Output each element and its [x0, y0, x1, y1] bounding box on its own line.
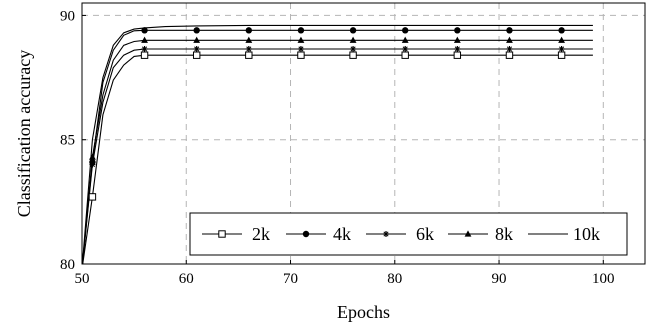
legend-marker — [302, 230, 310, 238]
legend-label: 4k — [333, 224, 351, 244]
data-point-8k — [558, 36, 565, 43]
data-point-8k — [141, 36, 148, 43]
data-point-4k — [141, 27, 148, 34]
series-line-10k — [82, 24, 593, 264]
data-point-8k — [401, 36, 409, 43]
x-axis-label: Epochs — [337, 302, 390, 322]
data-point-6k — [141, 45, 148, 52]
y-axis-label: Classification accuracy — [14, 50, 34, 217]
data-point-2k — [505, 51, 514, 59]
legend-item-6k: 6k — [366, 224, 434, 244]
plot-area-frame — [81, 2, 646, 265]
data-point-8k — [89, 153, 96, 160]
y-tick-label: 80 — [60, 257, 75, 273]
series-markers — [88, 27, 566, 201]
data-point-2k — [245, 51, 253, 59]
series-lines — [82, 24, 593, 264]
x-tick-label: 50 — [75, 271, 90, 287]
data-point-8k — [453, 36, 461, 43]
y-tick-label: 90 — [60, 8, 75, 24]
data-point-6k — [297, 45, 304, 52]
data-point-6k — [89, 161, 96, 168]
x-tick-label: 60 — [179, 271, 194, 287]
data-point-8k — [297, 36, 305, 43]
data-point-4k — [349, 27, 357, 34]
axis-ticks: 50 60 70 80 90 100 80 85 90 — [60, 8, 615, 287]
legend-marker — [464, 230, 472, 237]
legend-label: 8k — [495, 224, 513, 244]
data-point-8k — [506, 36, 513, 43]
x-tick-label: 70 — [283, 271, 298, 287]
data-point-2k — [192, 51, 201, 59]
legend-item-4k: 4k — [286, 224, 351, 244]
series-line-6k — [82, 48, 593, 264]
x-tick-label: 80 — [387, 271, 402, 287]
legend: 2k 4k 6k 8k 10k — [189, 212, 628, 256]
data-point-6k — [245, 45, 252, 52]
data-point-6k — [350, 45, 357, 52]
data-point-4k — [558, 27, 565, 34]
legend-marker — [383, 231, 389, 237]
data-point-8k — [349, 36, 357, 43]
legend-item-8k: 8k — [448, 224, 513, 244]
series-line-8k — [82, 39, 593, 264]
x-tick-label: 90 — [492, 271, 507, 287]
data-point-6k — [558, 45, 565, 52]
data-point-2k — [349, 51, 357, 59]
data-point-4k — [297, 27, 305, 34]
data-point-6k — [193, 45, 200, 52]
data-point-4k — [402, 27, 409, 34]
data-point-2k — [557, 51, 566, 59]
data-point-2k — [88, 193, 97, 201]
legend-marker — [218, 230, 226, 238]
data-point-4k — [454, 27, 461, 34]
legend-label: 10k — [573, 224, 600, 244]
data-point-2k — [401, 51, 409, 59]
data-point-6k — [454, 45, 461, 52]
y-tick-label: 85 — [60, 133, 75, 149]
data-point-4k — [245, 27, 253, 34]
legend-label: 2k — [252, 224, 270, 244]
legend-label: 6k — [416, 224, 434, 244]
legend-item-2k: 2k — [202, 224, 270, 244]
data-point-6k — [402, 45, 409, 52]
data-point-2k — [297, 51, 305, 59]
data-point-8k — [193, 36, 201, 43]
legend-item-10k: 10k — [528, 224, 600, 244]
data-point-4k — [506, 27, 513, 34]
series-line-4k — [82, 29, 593, 264]
data-point-6k — [506, 45, 513, 52]
data-point-8k — [245, 36, 253, 43]
series-line-2k — [82, 54, 593, 264]
grid-lines — [82, 3, 645, 264]
data-point-4k — [193, 27, 200, 34]
data-point-2k — [453, 51, 462, 59]
data-point-2k — [140, 51, 149, 59]
x-tick-label: 100 — [592, 271, 615, 287]
